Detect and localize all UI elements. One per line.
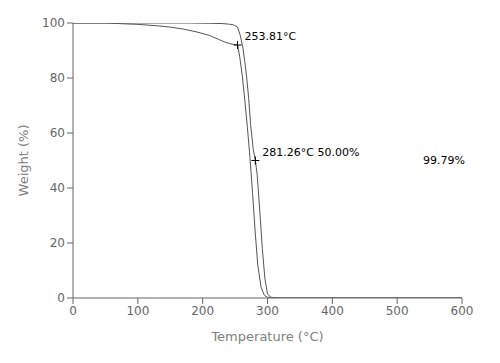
svg-text:400: 400 — [321, 304, 344, 318]
svg-text:Temperature (°C): Temperature (°C) — [210, 329, 323, 344]
svg-text:99.79%: 99.79% — [423, 154, 465, 167]
svg-text:300: 300 — [256, 304, 279, 318]
svg-text:200: 200 — [191, 304, 214, 318]
svg-text:0: 0 — [57, 291, 65, 305]
svg-text:281.26°C 50.00%: 281.26°C 50.00% — [262, 146, 359, 159]
svg-text:600: 600 — [451, 304, 474, 318]
svg-text:0: 0 — [69, 304, 77, 318]
svg-text:253.81°C: 253.81°C — [245, 30, 297, 43]
svg-text:Weight (%): Weight (%) — [16, 125, 31, 197]
svg-text:100: 100 — [42, 16, 65, 30]
svg-text:20: 20 — [50, 236, 65, 250]
svg-text:500: 500 — [386, 304, 409, 318]
svg-text:80: 80 — [50, 71, 65, 85]
svg-text:60: 60 — [50, 126, 65, 140]
svg-text:100: 100 — [126, 304, 149, 318]
svg-text:40: 40 — [50, 181, 65, 195]
